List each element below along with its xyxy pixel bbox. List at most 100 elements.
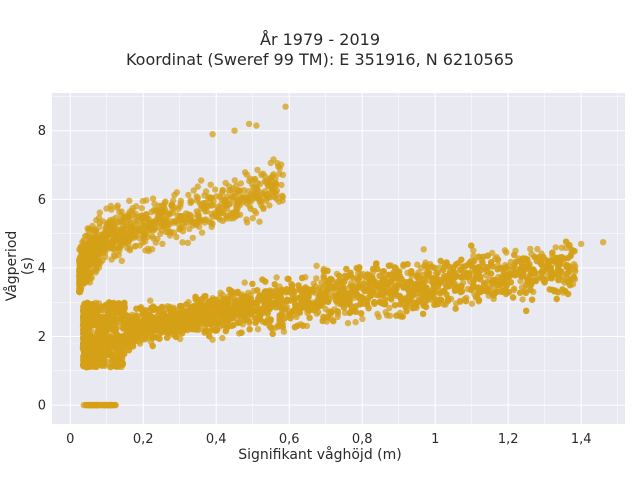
scatter-point [358, 310, 365, 317]
scatter-point [531, 253, 538, 260]
scatter-point [157, 322, 164, 329]
scatter-point [279, 197, 286, 204]
scatter-point [221, 204, 228, 211]
scatter-point [564, 290, 572, 298]
axis-ticks: 0 0,2 0,4 0,6 0,8 1 1,2 1,4 0 2 4 6 8 [38, 124, 592, 447]
scatter-point [458, 273, 465, 281]
scatter-point [126, 208, 134, 215]
scatter-point [356, 264, 363, 271]
scatter-point [86, 321, 94, 329]
scatter-point [113, 332, 120, 339]
scatter-point [158, 202, 165, 210]
scatter-point [279, 192, 286, 199]
scatter-point [246, 177, 253, 185]
scatter-point [107, 345, 114, 352]
scatter-point [194, 212, 201, 220]
scatter-point [278, 181, 285, 189]
scatter-point [192, 326, 199, 333]
scatter-point [228, 211, 236, 218]
scatter-point [320, 267, 327, 275]
scatter-point [179, 310, 186, 317]
scatter-point [488, 290, 495, 297]
scatter-point [189, 222, 196, 229]
scatter-point [86, 262, 94, 269]
scatter-point [339, 300, 346, 308]
scatter-point [346, 295, 353, 302]
scatter-point [404, 261, 411, 268]
scatter-point [537, 259, 544, 267]
scatter-point [396, 301, 404, 308]
scatter-point [175, 205, 182, 213]
scatter-point [96, 219, 103, 227]
scatter-point [503, 249, 510, 256]
scatter-point [225, 188, 233, 195]
scatter-point [319, 291, 327, 299]
scatter-point [334, 308, 341, 315]
scatter-point [264, 310, 271, 317]
scatter-point [118, 349, 125, 356]
scatter-point [76, 246, 83, 253]
scatter-point [247, 196, 254, 204]
scatter-point [527, 270, 534, 278]
scatter-point [344, 319, 352, 327]
scatter-point [138, 320, 145, 327]
scatter-point [257, 196, 264, 203]
scatter-point [208, 202, 215, 209]
scatter-point [386, 312, 394, 319]
scatter-point [141, 230, 148, 237]
scatter-point [171, 318, 178, 325]
scatter-point [277, 296, 284, 303]
scatter-point [96, 209, 104, 216]
scatter-point [484, 252, 491, 259]
scatter-point [133, 324, 141, 331]
scatter-point [219, 321, 226, 328]
scatter-point [96, 238, 103, 245]
scatter-point [296, 309, 303, 316]
scatter-point [285, 275, 292, 283]
scatter-point [337, 285, 344, 292]
scatter-point [267, 293, 275, 300]
scatter-point [85, 348, 92, 355]
scatter-point [452, 305, 459, 312]
scatter-point [219, 334, 226, 342]
scatter-point [88, 363, 96, 370]
scatter-point [343, 265, 350, 273]
scatter-point [279, 171, 287, 178]
scatter-point [102, 336, 110, 343]
scatter-point [419, 310, 427, 318]
scatter-point [547, 266, 554, 273]
scatter-point [179, 239, 186, 246]
scatter-point [388, 296, 395, 303]
scatter-point [202, 293, 209, 300]
scatter-point [100, 234, 108, 241]
scatter-point [164, 221, 171, 229]
scatter-point [124, 233, 132, 241]
scatter-point [225, 304, 232, 312]
scatter-point [377, 280, 384, 288]
scatter-point [305, 294, 312, 301]
scatter-point [511, 269, 518, 276]
scatter-point [229, 314, 236, 322]
scatter-point [149, 195, 157, 202]
scatter-point [147, 297, 154, 304]
scatter-point [385, 262, 393, 269]
y-tick-label: 6 [38, 193, 46, 208]
scatter-point [154, 316, 162, 323]
scatter-point [189, 321, 196, 328]
scatter-point [452, 261, 459, 269]
scatter-point [185, 191, 192, 199]
scatter-point [541, 279, 548, 286]
scatter-point [405, 287, 412, 294]
scatter-point [198, 177, 205, 184]
scatter-point [76, 256, 83, 263]
scatter-point [429, 290, 436, 298]
scatter-point [150, 206, 158, 214]
scatter-point [150, 235, 157, 242]
scatter-point [76, 288, 83, 295]
scatter-point [354, 284, 361, 292]
scatter-point [218, 309, 226, 316]
scatter-point [253, 122, 260, 129]
scatter-point [189, 234, 196, 242]
